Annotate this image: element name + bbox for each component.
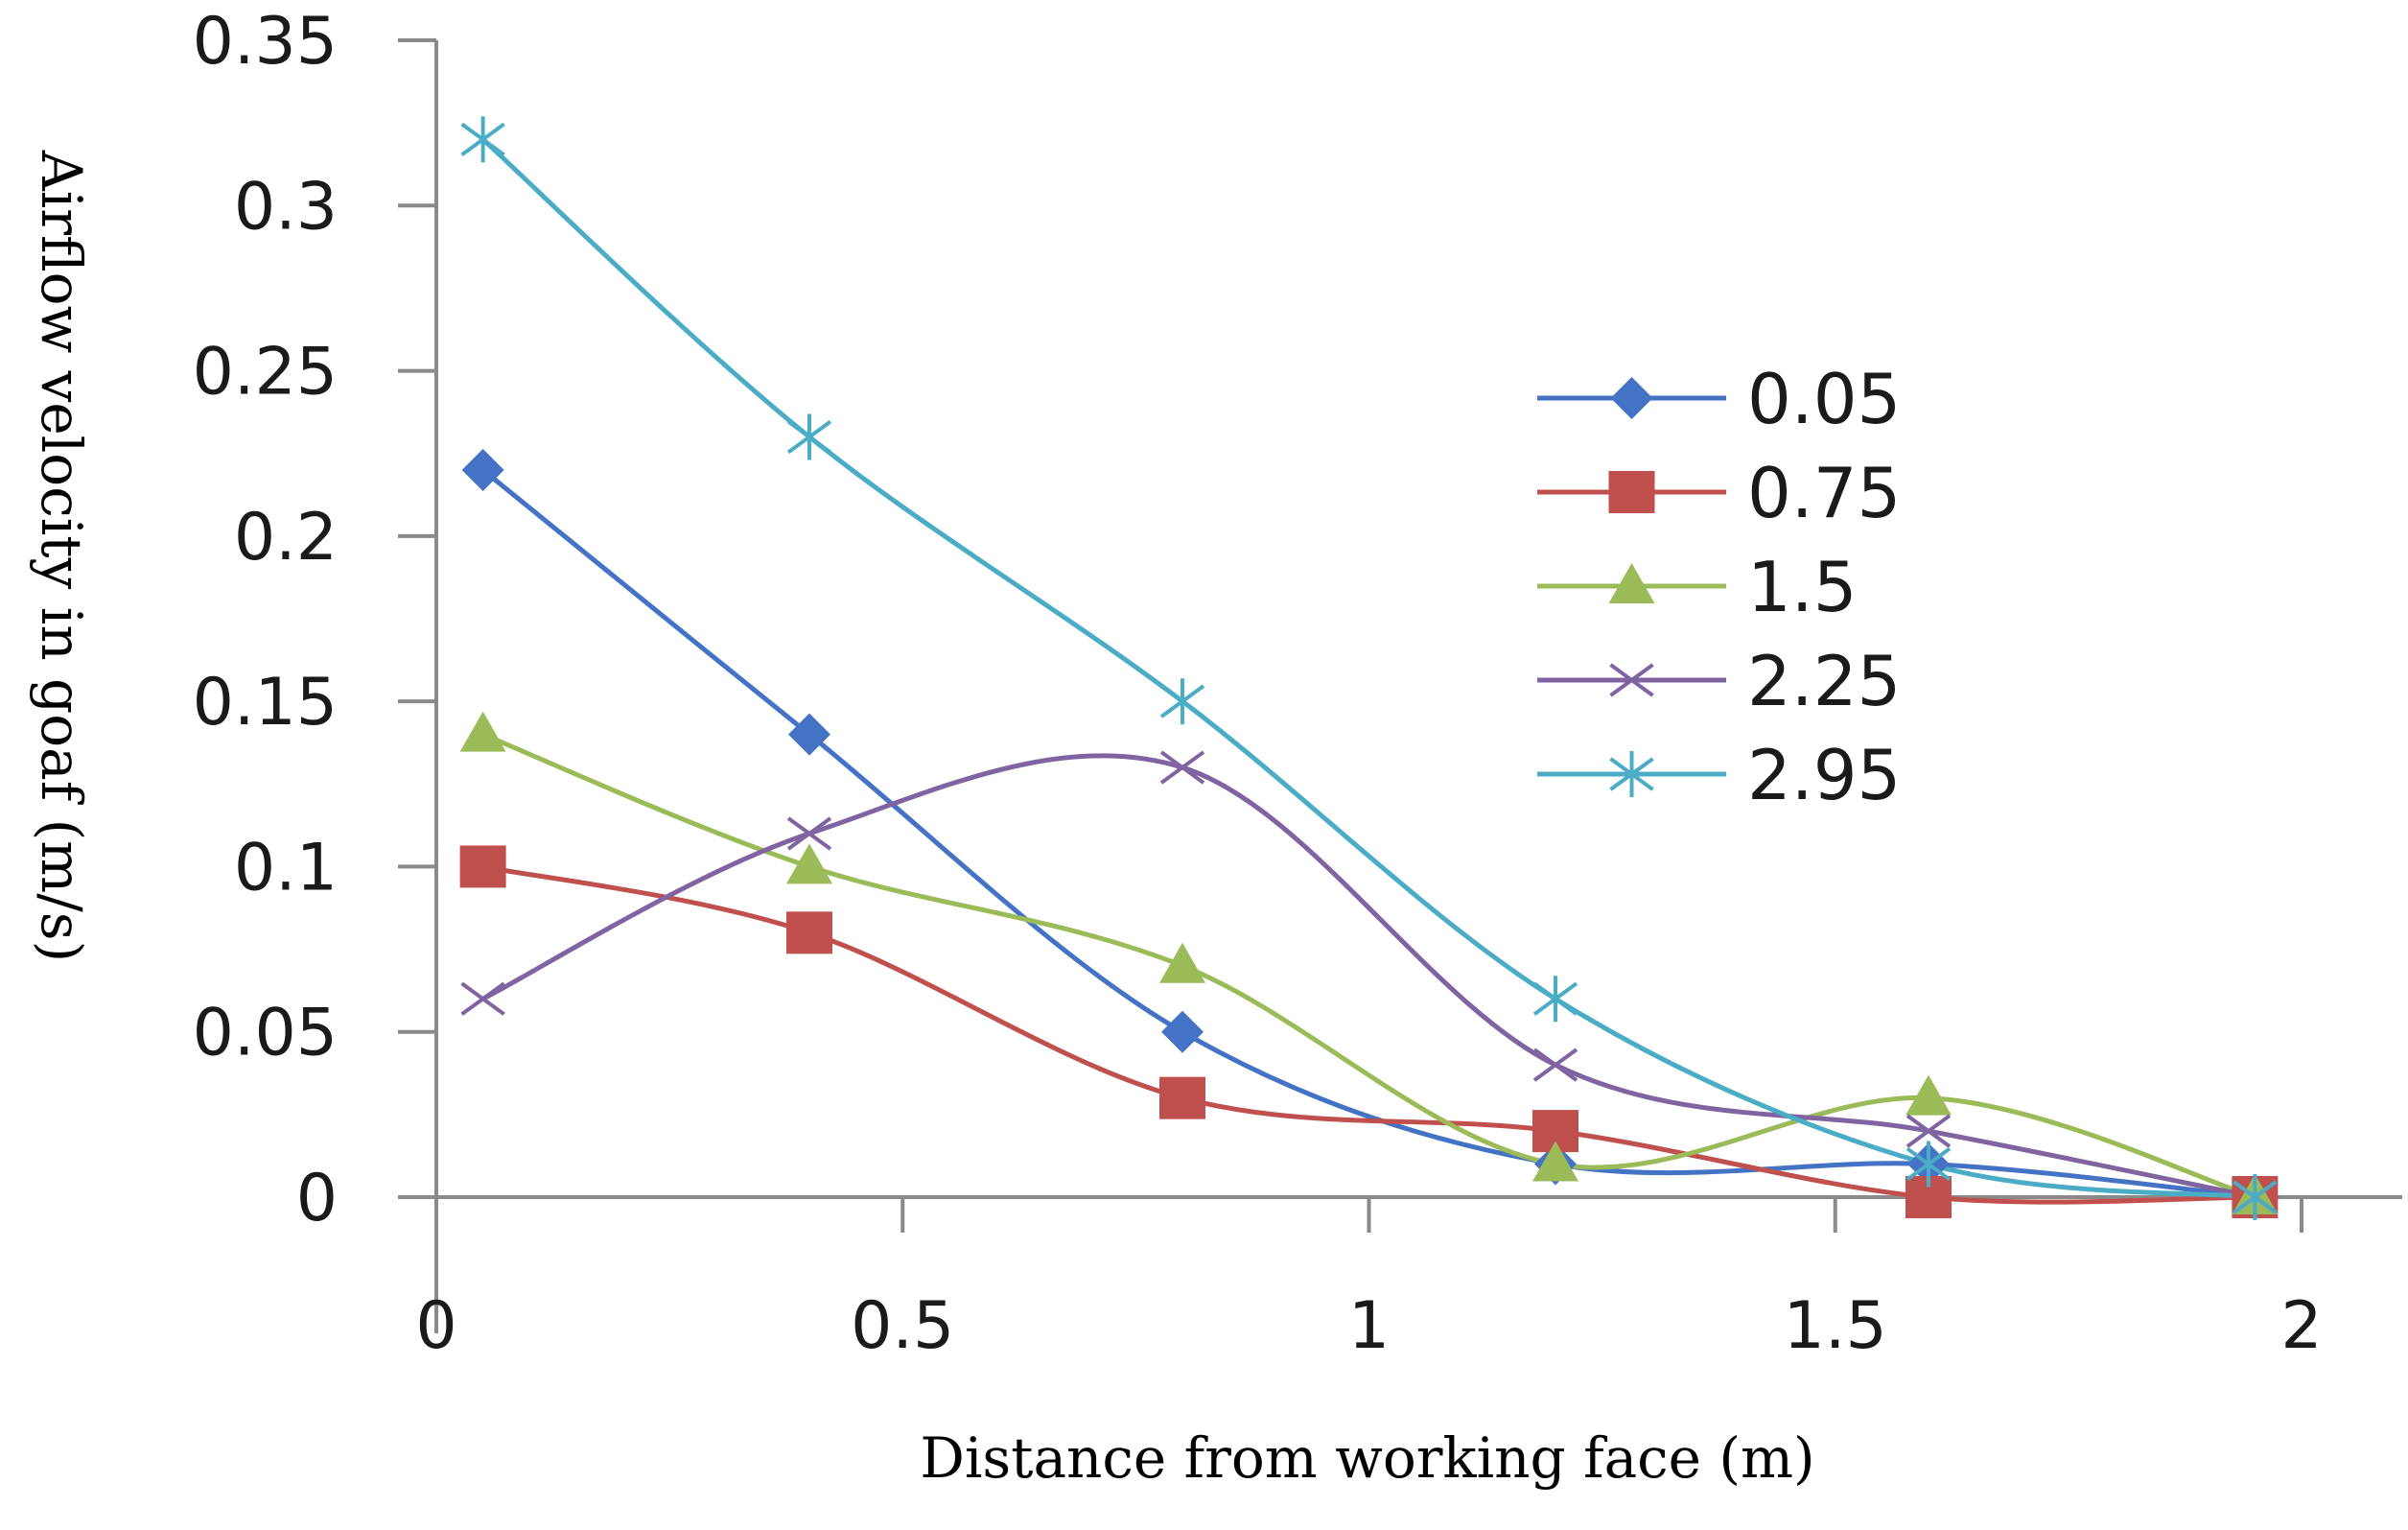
y-tick-label: 0.15 bbox=[193, 665, 338, 741]
x-tick-label: 1 bbox=[1348, 1288, 1390, 1364]
data-point-1.5 bbox=[1532, 1141, 1578, 1182]
legend-marker-0.05 bbox=[1610, 377, 1653, 419]
series-line-2.25 bbox=[481, 753, 2256, 1200]
data-point-0.05 bbox=[461, 448, 504, 491]
y-axis-ticks: 0 0.05 0.1 0.15 0.2 0.25 0.3 0.35 bbox=[193, 4, 436, 1236]
x-tick-label: 0.5 bbox=[851, 1288, 954, 1364]
y-tick-label: 0.3 bbox=[234, 169, 338, 245]
data-point-2.95 bbox=[1159, 678, 1205, 725]
data-point-2.25 bbox=[460, 981, 505, 1016]
y-tick-label: 0.05 bbox=[193, 996, 338, 1071]
series-line-1.5 bbox=[481, 732, 2256, 1200]
legend-label: 1.5 bbox=[1747, 547, 1858, 627]
data-point-2.25 bbox=[1159, 750, 1205, 785]
legend: 0.05 0.75 1.5 2.25 2.95 bbox=[1537, 359, 1901, 815]
data-point-2.95 bbox=[2233, 1174, 2278, 1220]
data-point-1.5 bbox=[786, 843, 832, 884]
data-point-0.75 bbox=[1159, 1076, 1205, 1119]
y-tick-label: 0.35 bbox=[193, 4, 338, 80]
y-axis-title: Airflow velocity in goaf (m/s) bbox=[29, 150, 94, 962]
x-axis-title: Distance from working face (m) bbox=[920, 1425, 1814, 1491]
data-point-0.05 bbox=[788, 713, 830, 756]
data-point-2.25 bbox=[1532, 1047, 1578, 1082]
data-point-1.5 bbox=[459, 711, 506, 752]
legend-marker-0.75 bbox=[1608, 471, 1655, 513]
y-tick-label: 0.25 bbox=[193, 335, 338, 411]
series-line-0.75 bbox=[482, 863, 2256, 1205]
data-point-1.5 bbox=[1905, 1074, 1952, 1116]
data-point-2.25 bbox=[1905, 1114, 1952, 1148]
x-tick-label: 0 bbox=[415, 1288, 456, 1364]
chart-axes bbox=[434, 40, 2402, 1333]
y-tick-label: 0.1 bbox=[234, 830, 338, 906]
series-lines bbox=[480, 137, 2256, 1205]
y-tick-label: 0 bbox=[296, 1161, 338, 1236]
legend-marker-2.95 bbox=[1609, 751, 1654, 797]
data-point-0.05 bbox=[1161, 1010, 1204, 1053]
legend-label: 2.25 bbox=[1747, 641, 1901, 721]
data-point-2.95 bbox=[786, 413, 832, 460]
legend-marker-1.5 bbox=[1608, 563, 1655, 603]
series-line-0.05 bbox=[481, 468, 2256, 1200]
y-tick-label: 0.2 bbox=[234, 500, 338, 576]
series-markers bbox=[459, 116, 2279, 1220]
x-tick-label: 2 bbox=[2280, 1288, 2322, 1364]
legend-marker-2.25 bbox=[1609, 663, 1654, 697]
legend-label: 0.75 bbox=[1747, 453, 1901, 533]
data-point-2.25 bbox=[786, 816, 832, 851]
data-point-0.75 bbox=[786, 911, 832, 954]
legend-label: 2.95 bbox=[1747, 735, 1901, 815]
data-point-2.95 bbox=[1905, 1141, 1952, 1188]
x-tick-label: 1.5 bbox=[1784, 1288, 1887, 1364]
data-point-0.75 bbox=[459, 845, 506, 888]
data-point-1.5 bbox=[1159, 942, 1205, 983]
series-line-2.95 bbox=[480, 137, 2256, 1200]
data-point-2.95 bbox=[460, 116, 505, 163]
data-point-2.95 bbox=[1532, 976, 1578, 1023]
legend-label: 0.05 bbox=[1747, 359, 1901, 439]
x-axis-ticks: 0 0.5 1 1.5 2 bbox=[415, 1197, 2323, 1364]
